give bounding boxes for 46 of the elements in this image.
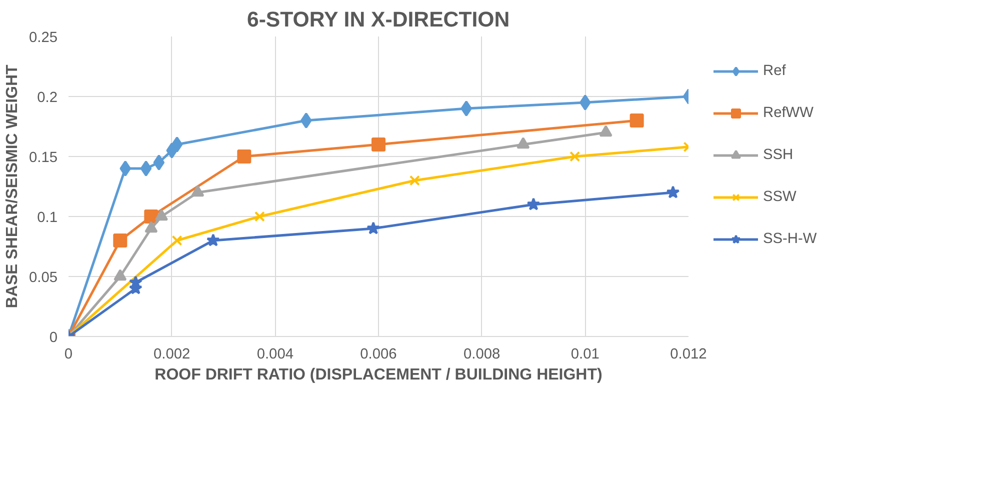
point: [114, 269, 127, 281]
chart-title: 6-STORY IN X-DIRECTION: [246, 8, 510, 32]
point: [570, 151, 580, 162]
point: [372, 138, 386, 152]
point: [171, 136, 183, 152]
point: [206, 234, 220, 246]
y-tick-label: 0: [49, 330, 58, 346]
x-tick-label: 0.006: [360, 346, 397, 362]
point: [630, 114, 644, 128]
point: [516, 137, 530, 149]
point: [300, 112, 312, 128]
legend-label: SSW: [763, 189, 796, 205]
x-tick-label: 0.008: [463, 346, 500, 362]
point: [366, 222, 380, 234]
x-tick-label: 0: [64, 346, 73, 362]
legend-label: SSH: [763, 147, 794, 163]
point: [113, 234, 128, 248]
x-tick-label: 0.012: [670, 346, 707, 362]
point: [666, 186, 680, 198]
point: [254, 211, 265, 222]
point: [140, 160, 152, 176]
point: [460, 100, 472, 116]
point: [144, 221, 158, 233]
y-tick-label: 0.1: [37, 210, 58, 226]
legend-label: RefWW: [763, 105, 814, 121]
point: [172, 235, 182, 246]
y-tick-label: 0.15: [28, 150, 58, 166]
x-tick-label: 0.002: [153, 346, 190, 362]
point: [580, 94, 591, 110]
y-axis-title: BASE SHEAR/SEISMIC WEIGHT: [4, 64, 21, 308]
point: [599, 125, 612, 137]
y-tick-label: 0.05: [28, 270, 58, 286]
x-axis-title: ROOF DRIFT RATIO (DISPLACEMENT / BUILDING HEIGHT): [154, 366, 602, 384]
y-tick-label: 0.25: [28, 30, 58, 46]
x-tick-label: 0.01: [570, 346, 600, 362]
x-tick-label: 0.004: [256, 346, 294, 362]
y-tick-label: 0.2: [37, 90, 58, 106]
point: [120, 160, 131, 176]
legend-label: Ref: [763, 63, 786, 79]
point: [191, 185, 204, 197]
point: [153, 154, 165, 170]
point: [237, 150, 252, 164]
legend-label: SS-H-W: [763, 231, 817, 247]
point: [155, 209, 168, 221]
point: [409, 175, 420, 186]
point: [526, 198, 540, 210]
